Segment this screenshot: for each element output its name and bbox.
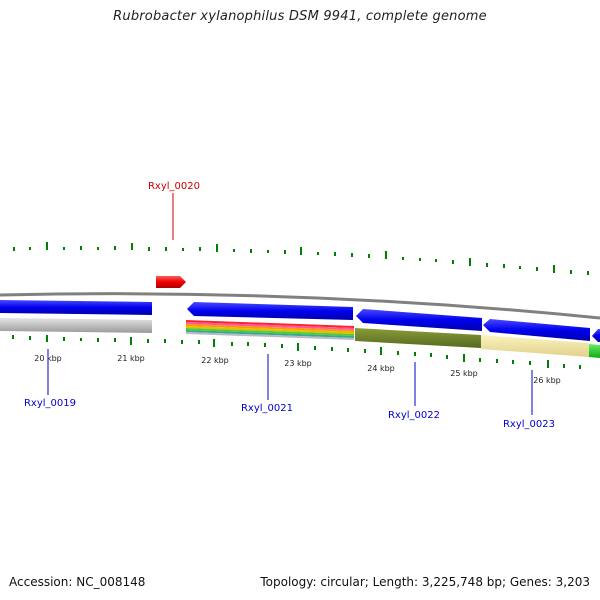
genome-title: Rubrobacter xylanophilus DSM 9941, compl…	[113, 9, 487, 24]
gene-label-rxyl-0021[interactable]: Rxyl_0021	[241, 403, 293, 414]
gene-rxyl-0023[interactable]	[483, 319, 590, 341]
tick-label: 23 kbp	[284, 359, 312, 368]
callout-lines	[47, 193, 533, 415]
tick-label: 22 kbp	[201, 356, 229, 365]
gene-label-rxyl-0019[interactable]: Rxyl_0019	[24, 398, 76, 409]
genome-backbone	[0, 292, 600, 320]
gene-rxyl-0022[interactable]	[356, 309, 482, 331]
feature-band-multicolor	[186, 320, 354, 340]
tick-label: 25 kbp	[450, 369, 478, 378]
feature-band-grey	[0, 318, 152, 333]
accession-text: Accession: NC_008148	[9, 575, 146, 589]
genome-summary-text: Topology: circular; Length: 3,225,748 bp…	[260, 575, 590, 589]
tick-label: 26 kbp	[533, 376, 561, 385]
feature-band-green	[589, 344, 600, 358]
tick-label: 24 kbp	[367, 364, 395, 373]
gene-next-partial[interactable]	[592, 329, 600, 342]
gc-ticks-upper	[13, 242, 589, 275]
gene-rxyl-0019[interactable]	[0, 300, 152, 315]
gene-label-rxyl-0022[interactable]: Rxyl_0022	[388, 410, 440, 421]
gc-ticks-lower	[12, 335, 581, 369]
feature-band-khaki	[481, 335, 589, 357]
gene-label-rxyl-0023[interactable]: Rxyl_0023	[503, 419, 555, 430]
gene-label-rxyl-0020[interactable]: Rxyl_0020	[148, 181, 200, 192]
feature-band-olive	[355, 328, 481, 348]
gene-rxyl-0021[interactable]	[187, 302, 353, 320]
tick-label: 21 kbp	[117, 354, 145, 363]
gene-rxyl-0020[interactable]	[156, 276, 186, 288]
